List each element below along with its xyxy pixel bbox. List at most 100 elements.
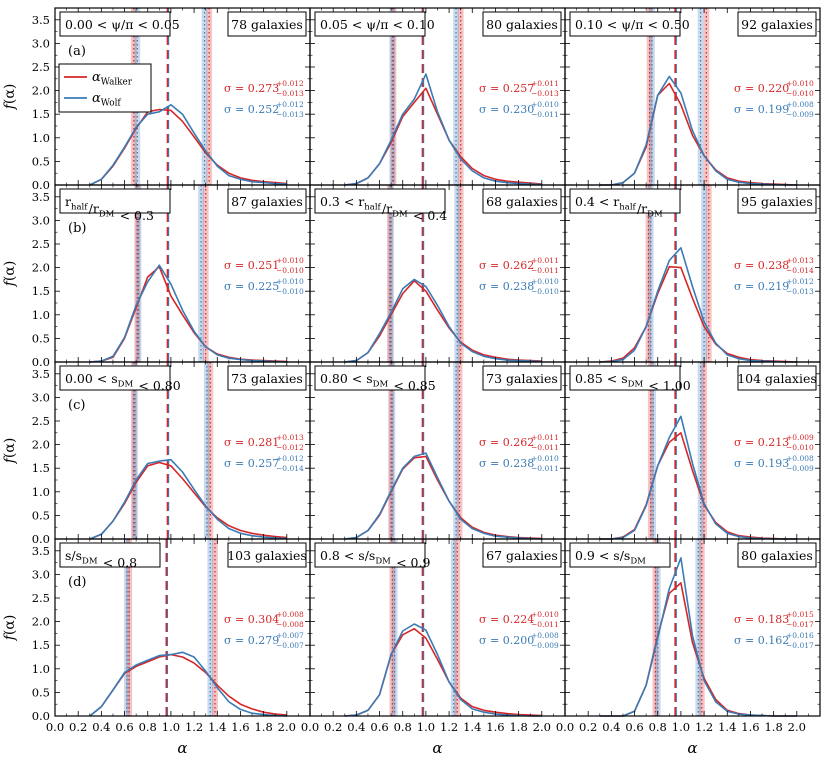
panel-0-0-galaxy-count: 78 galaxies (231, 17, 303, 32)
legend-label-wolf-part: Wolf (101, 99, 122, 109)
panel-0-0-sigma-wolf-plus: +0.012 (276, 100, 304, 109)
panel-3-0-sigma-wolf-minus: −0.007 (276, 641, 304, 650)
panel-1-1-walker-curve (344, 279, 542, 363)
x-tick-label: 0.8 (139, 720, 157, 734)
legend-label-wolf-part: α (92, 91, 101, 106)
panel-2-0-sigma-wolf-plus: +0.012 (276, 454, 304, 463)
panel-2-0-count-box (227, 365, 307, 391)
panel-0-0-title-box (59, 11, 171, 37)
panel-3-1-title-part: < 0.9 (392, 555, 430, 570)
panel-1-0-sigma-wolf-part: 0.225 (248, 280, 280, 293)
panel-1-0-sigma-wolf-part: σ = (224, 280, 248, 293)
panel-3-1-title-box (314, 542, 426, 568)
panel-1-1-title: 0.3 < rhalf /rDM < 0.4 (320, 194, 447, 223)
x-tick-label: 1.6 (486, 720, 504, 734)
x-axis-label: α (177, 739, 187, 757)
y-axis-label-2: f(α) (2, 438, 18, 465)
panel-2-2-sigma-wolf: σ = 0.193 (734, 457, 789, 470)
x-tick-label: 0.6 (370, 720, 388, 734)
panel-1-1-title-part: half (364, 203, 381, 213)
x-tick-label: 1.2 (695, 720, 713, 734)
y-axis-label-2-part: (α) (2, 438, 18, 458)
panel-2-1-sigma-wolf-plus: +0.010 (531, 454, 559, 463)
panel-3-1-sigma-wolf-plus: +0.008 (531, 631, 559, 640)
panel-2-2-sigma-walker-plus: +0.009 (786, 433, 814, 442)
panel-2-0-sigma-walker-part: 0.281 (248, 436, 280, 449)
x-tick-label: 0.2 (324, 720, 342, 734)
panel-0-1-sigma-wolf-part: 0.230 (503, 103, 535, 116)
panel-3-2-sigma-walker-plus: +0.015 (786, 610, 814, 619)
panel-3-2-sigma-walker-minus: −0.017 (786, 620, 814, 629)
panel-0-0-sigma-wolf-part: 0.252 (248, 103, 280, 116)
panel-0-2-sigma-wolf-minus: −0.009 (786, 110, 814, 119)
panel-1-2-title-part: half (619, 203, 636, 213)
panel-1-2-sigma-walker: σ = 0.238 (734, 259, 789, 272)
y-tick-label: 2.0 (32, 84, 50, 98)
distribution-curves (89, 73, 797, 717)
panel-0-1-sigma-wolf-plus: +0.010 (531, 100, 559, 109)
panel-0-0-sigma-wolf-minus: −0.013 (276, 110, 304, 119)
row-label-3: (d) (68, 575, 86, 590)
panel-0-0-count-box (227, 11, 307, 37)
panel-2-1-count-box (482, 365, 562, 391)
panel-1-2-sigma-wolf-part: 0.219 (758, 280, 790, 293)
panel-3-1-sigma-walker: σ = 0.224 (479, 613, 534, 626)
y-tick-label: 3.0 (32, 213, 50, 227)
panel-1-1-title-part: /r (382, 201, 392, 216)
y-tick-label: 3.0 (32, 390, 50, 404)
panel-0-1-count-box (482, 11, 562, 37)
y-tick-label: 1.5 (32, 461, 50, 475)
y-tick-label: 3.5 (32, 544, 50, 558)
panel-0-1-sigma-walker-plus: +0.011 (531, 79, 559, 88)
panel-0-1-sigma-wolf: σ = 0.230 (479, 103, 534, 116)
panel-0-2-sigma-walker-minus: −0.010 (786, 89, 814, 98)
panel-1-2-galaxy-count: 95 galaxies (741, 194, 813, 209)
panel-3-2-galaxy-count: 80 galaxies (741, 548, 813, 563)
panel-2-2-title-box (569, 365, 681, 391)
panel-1-1-sigma-walker-part: 0.262 (503, 259, 535, 272)
y-tick-label: 3.5 (32, 367, 50, 381)
panel-0-0-sigma-walker-minus: −0.013 (276, 89, 304, 98)
panel-1-0-sigma-wolf-plus: +0.010 (276, 277, 304, 286)
panel-3-2-sigma-wolf-part: 0.162 (758, 634, 790, 647)
panel-0-2-sigma-wolf-part: 0.199 (758, 103, 790, 116)
legend-label-walker: αWalker (92, 70, 133, 88)
panel-3-1-sigma-walker-plus: +0.010 (531, 610, 559, 619)
y-tick-label: 2.5 (32, 237, 50, 251)
x-tick-label: 2.0 (278, 720, 296, 734)
panel-3-2-sigma-walker-part: σ = (734, 613, 758, 626)
panel-3-0-sigma-wolf-part: σ = (224, 634, 248, 647)
panel-1-2-title-part (663, 208, 664, 223)
panel-2-2-sigma-walker: σ = 0.213 (734, 436, 789, 449)
panel-2-1-wolf-curve (344, 452, 542, 540)
panel-1-0-title-part: r (65, 194, 71, 209)
panel-0-2-sigma-wolf-plus: +0.008 (786, 100, 814, 109)
panel-2-2-sigma-wolf-part: σ = (734, 457, 758, 470)
panel-0-1-sigma-walker-part: 0.257 (503, 82, 535, 95)
panel-1-2-sigma-walker-plus: +0.013 (786, 256, 814, 265)
y-axis-label-1-part: (α) (2, 261, 18, 281)
panel-1-1-sigma-walker-minus: −0.011 (531, 266, 559, 275)
y-tick-label: 3.0 (32, 567, 50, 581)
x-tick-label: 0.6 (115, 720, 133, 734)
x-tick-label: 0.0 (301, 720, 319, 734)
panel-2-0-sigma-wolf-part: 0.257 (248, 457, 280, 470)
y-tick-label: 1.0 (32, 485, 50, 499)
x-tick-label: 0.2 (579, 720, 597, 734)
panel-0-1-sigma-walker-minus: −0.013 (531, 89, 559, 98)
panel-1-0-sigma-walker-plus: +0.010 (276, 256, 304, 265)
panel-3-1-wolf-curve (344, 623, 542, 717)
y-axis-label-0-part: (α) (2, 84, 18, 104)
y-tick-label: 1.5 (32, 284, 50, 298)
panel-3-1-sigma-wolf-part: 0.200 (503, 634, 535, 647)
panel-2-0-sigma-wolf-part: σ = (224, 457, 248, 470)
panel-1-0-sigma-wolf: σ = 0.225 (224, 280, 279, 293)
panel-0-0-sigma-wolf-part: σ = (224, 103, 248, 116)
panel-1-1-title-part: 0.3 < r (320, 194, 364, 209)
x-tick-label: 1.4 (463, 720, 481, 734)
panel-3-1-sigma-wolf-minus: −0.009 (531, 641, 559, 650)
panel-3-0-title-part: < 0.8 (99, 555, 137, 570)
panel-1-2-title-box (569, 188, 681, 214)
panel-0-1-title: 0.05 < ψ/π < 0.10 (320, 17, 435, 32)
x-tick-label: 1.8 (509, 720, 527, 734)
